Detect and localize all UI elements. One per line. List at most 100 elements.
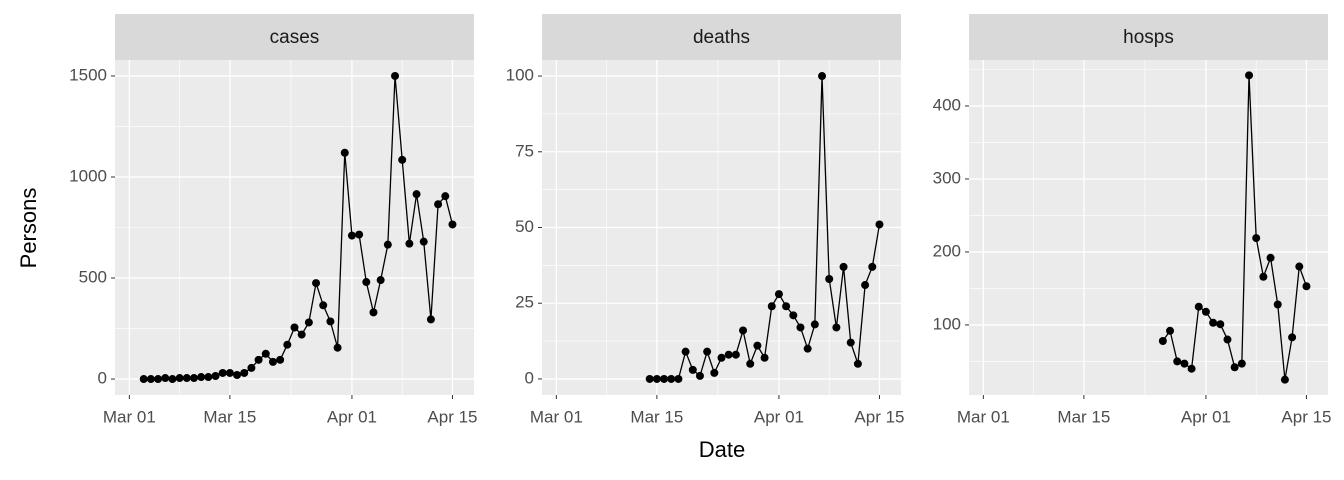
point (448, 220, 457, 229)
point (861, 281, 870, 290)
point (326, 317, 335, 326)
point (1266, 253, 1275, 262)
point (739, 326, 748, 335)
point (426, 315, 435, 324)
point (419, 237, 428, 246)
point (789, 311, 798, 320)
point (1173, 357, 1182, 366)
point (839, 262, 848, 271)
point (1280, 375, 1289, 384)
y-tick-label: 500 (79, 267, 107, 286)
x-tick-label: Mar 01 (530, 407, 583, 426)
point (1180, 359, 1189, 368)
point (283, 340, 292, 349)
point (1295, 262, 1304, 271)
point (405, 239, 414, 248)
point (182, 374, 191, 383)
point (652, 374, 661, 383)
point (441, 192, 450, 201)
point (796, 323, 805, 332)
point (355, 230, 364, 239)
point (304, 318, 313, 327)
point (225, 368, 234, 377)
point (1201, 307, 1210, 316)
point (832, 323, 841, 332)
point (139, 375, 148, 384)
point (333, 343, 342, 352)
strip-title: hosps (1123, 27, 1174, 48)
y-tick-label: 0 (98, 369, 107, 388)
point (218, 368, 227, 377)
point (645, 374, 654, 383)
point (1245, 71, 1254, 80)
point (297, 330, 306, 339)
point (868, 262, 877, 271)
x-tick-label: Apr 01 (1181, 407, 1231, 426)
point (319, 301, 328, 310)
panel (969, 60, 1328, 395)
point (240, 368, 249, 377)
strip-title: deaths (693, 27, 750, 48)
point (660, 374, 669, 383)
point (818, 72, 827, 81)
point (1273, 300, 1282, 309)
point (717, 353, 726, 362)
x-tick-label: Mar 15 (1057, 407, 1110, 426)
point (369, 308, 378, 317)
y-tick-label: 25 (515, 293, 534, 312)
y-tick-label: 1500 (69, 65, 107, 84)
point (211, 372, 220, 381)
strip (969, 14, 1328, 60)
point (1237, 359, 1246, 368)
strip-title: cases (270, 27, 320, 48)
y-tick-label: 100 (506, 66, 534, 85)
y-axis-label: Persons (16, 188, 41, 269)
y-tick-label: 1000 (69, 166, 107, 185)
point (247, 363, 256, 372)
y-tick-label: 200 (933, 241, 961, 260)
point (703, 347, 712, 356)
x-tick-label: Apr 15 (854, 407, 904, 426)
y-tick-label: 400 (933, 95, 961, 114)
point (434, 200, 443, 209)
point (782, 302, 791, 311)
x-tick-label: Mar 15 (630, 407, 683, 426)
point (1302, 282, 1311, 291)
point (175, 374, 184, 383)
point (681, 347, 690, 356)
x-tick-label: Mar 15 (203, 407, 256, 426)
x-tick-label: Mar 01 (957, 407, 1010, 426)
point (347, 231, 356, 240)
point (846, 338, 855, 347)
point (1216, 320, 1225, 329)
point (825, 274, 834, 283)
point (312, 279, 321, 288)
strip (542, 14, 901, 60)
point (154, 375, 163, 384)
point (261, 349, 270, 358)
point (875, 220, 884, 229)
point (362, 278, 371, 287)
point (688, 365, 697, 374)
point (810, 320, 819, 329)
point (146, 375, 155, 384)
point (391, 71, 400, 80)
y-tick-label: 50 (515, 217, 534, 236)
x-tick-label: Apr 15 (1281, 407, 1331, 426)
point (674, 374, 683, 383)
point (803, 344, 812, 353)
point (340, 148, 349, 157)
point (376, 276, 385, 285)
point (1288, 333, 1297, 342)
point (254, 355, 263, 364)
point (168, 375, 177, 384)
point (724, 350, 733, 359)
point (1158, 336, 1167, 345)
point (767, 302, 776, 311)
point (710, 368, 719, 377)
x-tick-label: Mar 01 (103, 407, 156, 426)
point (1194, 302, 1203, 311)
point (853, 359, 862, 368)
x-axis-label: Date (699, 437, 745, 462)
